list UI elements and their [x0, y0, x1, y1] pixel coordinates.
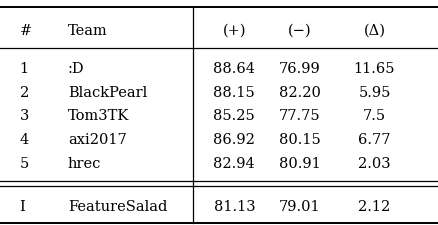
- Text: 2: 2: [20, 85, 29, 99]
- Text: FeatureSalad: FeatureSalad: [68, 200, 167, 214]
- Text: 5: 5: [20, 156, 29, 170]
- Text: 5.95: 5.95: [358, 85, 391, 99]
- Text: 85.25: 85.25: [213, 109, 255, 123]
- Text: 82.20: 82.20: [279, 85, 321, 99]
- Text: BlackPearl: BlackPearl: [68, 85, 147, 99]
- Text: #: #: [20, 23, 32, 37]
- Text: 4: 4: [20, 133, 29, 146]
- Text: (Δ): (Δ): [364, 23, 385, 37]
- Text: 88.15: 88.15: [213, 85, 255, 99]
- Text: :D: :D: [68, 62, 85, 76]
- Text: 77.75: 77.75: [279, 109, 321, 123]
- Text: Tom3TK: Tom3TK: [68, 109, 129, 123]
- Text: 76.99: 76.99: [279, 62, 321, 76]
- Text: (+): (+): [223, 23, 246, 37]
- Text: 80.15: 80.15: [279, 133, 321, 146]
- Text: 79.01: 79.01: [279, 200, 321, 214]
- Text: 7.5: 7.5: [363, 109, 386, 123]
- Text: (−): (−): [288, 23, 312, 37]
- Text: 88.64: 88.64: [213, 62, 255, 76]
- Text: 2.12: 2.12: [358, 200, 391, 214]
- Text: 3: 3: [20, 109, 29, 123]
- Text: 80.91: 80.91: [279, 156, 321, 170]
- Text: axi2017: axi2017: [68, 133, 127, 146]
- Text: I: I: [20, 200, 25, 214]
- Text: 11.65: 11.65: [354, 62, 395, 76]
- Text: 1: 1: [20, 62, 29, 76]
- Text: 86.92: 86.92: [213, 133, 255, 146]
- Text: 81.13: 81.13: [213, 200, 255, 214]
- Text: hrec: hrec: [68, 156, 101, 170]
- Text: Team: Team: [68, 23, 108, 37]
- Text: 6.77: 6.77: [358, 133, 391, 146]
- Text: 2.03: 2.03: [358, 156, 391, 170]
- Text: 82.94: 82.94: [213, 156, 255, 170]
